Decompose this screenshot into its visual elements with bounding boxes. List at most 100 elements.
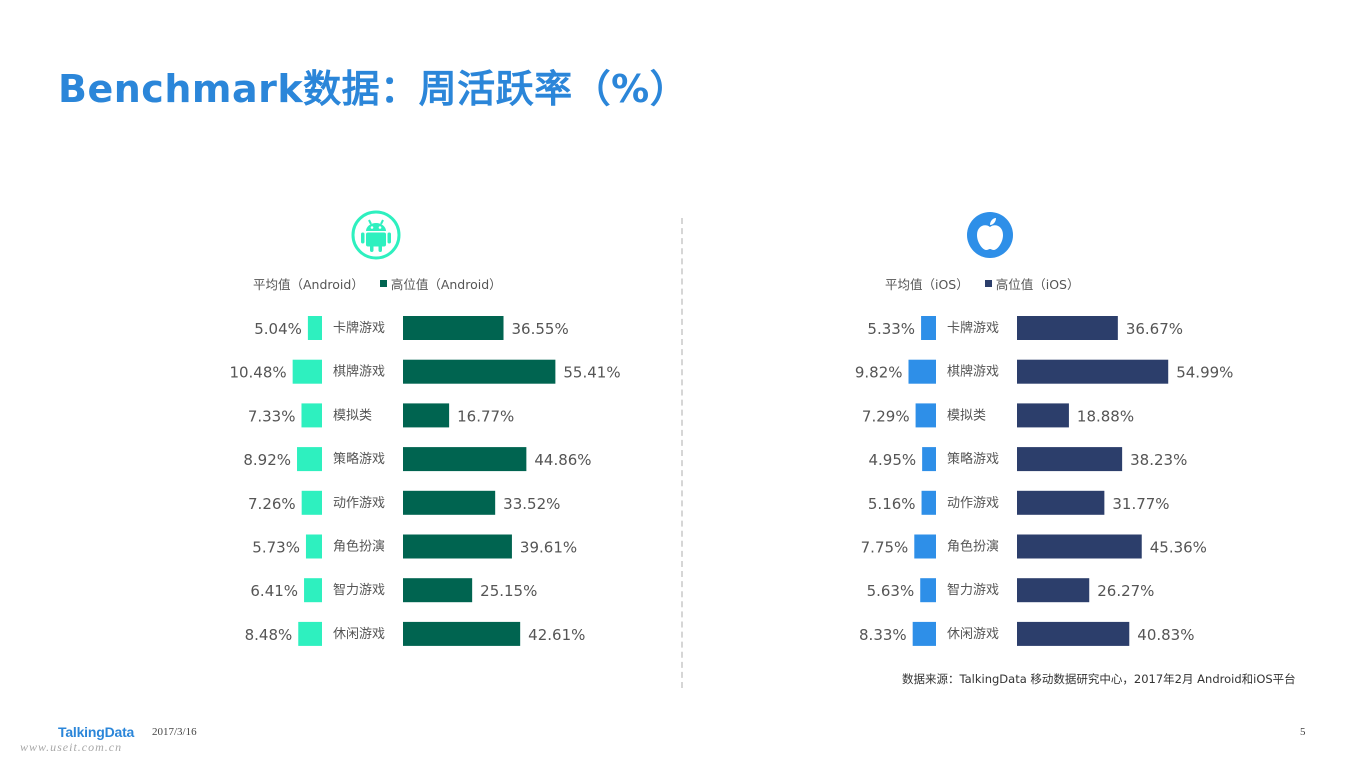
ios-high-bar [1017,534,1142,559]
android-avg-label: 6.41% [250,582,298,600]
ios-avg-bar [912,621,936,646]
ios-high-bar [1017,359,1169,384]
android-high-bar [403,490,496,515]
android-high-label: 16.77% [457,407,514,425]
ios-category-label: 动作游戏 [947,496,999,511]
ios-category-label: 策略游戏 [947,451,999,467]
legend-swatch [379,280,387,287]
page-number: 5 [1300,726,1306,738]
android-avg-label: 10.48% [229,364,286,382]
ios-avg-bar [915,403,936,428]
ios-legend: 平均值（iOS） 高位值（iOS） [885,274,1096,293]
android-icon [351,210,401,260]
ios-high-label: 54.99% [1176,364,1233,382]
android-avg-bar [304,578,322,603]
ios-avg-bar [914,534,936,559]
legend-item-android-avg: 平均值（Android） [253,274,364,293]
ios-high-bar [1017,316,1118,340]
android-avg-bar [305,534,322,559]
legend-label: 高位值（iOS） [995,277,1080,292]
android-high-bar [403,316,504,340]
android-high-label: 36.55% [512,320,569,338]
ios-avg-label: 8.33% [859,626,907,644]
ios-avg-bar [908,359,936,384]
ios-high-label: 36.67% [1126,320,1183,338]
ios-high-bar [1017,403,1069,428]
android-avg-label: 7.33% [248,407,296,425]
ios-category-label: 休闲游戏 [947,627,999,642]
page-title: Benchmark数据：周活跃率（%） [58,67,689,111]
ios-category-label: 棋牌游戏 [947,364,999,380]
legend-label: 高位值（Android） [390,277,502,292]
android-avg-bar [307,316,322,340]
ios-high-bar [1017,447,1123,472]
android-high-label: 25.15% [480,582,537,600]
ios-avg-bar [921,490,936,515]
ios-avg-label: 7.75% [861,539,909,557]
ios-category-label: 卡牌游戏 [947,320,999,336]
android-category-label: 策略游戏 [333,451,385,467]
ios-avg-bar [922,447,936,472]
android-high-label: 42.61% [528,626,585,644]
android-avg-label: 7.26% [248,495,296,513]
ios-high-bar [1017,490,1105,515]
ios-avg-label: 4.95% [868,451,916,469]
ios-panel: 平均值（iOS） 高位值（iOS） 5.33% 卡牌游戏 36.67% 9.82% 棋牌… [682,200,1342,700]
android-bar-chart: 5.04% 卡牌游戏 36.55% 10.48% 棋牌游戏 55.41% 7.33% 模拟类 1… [229,316,621,646]
legend-swatch [984,280,992,287]
watermark: www.useit.com.cn [20,740,123,754]
android-category-label: 模拟类 [333,408,372,423]
android-high-bar [403,403,450,428]
ios-high-label: 40.83% [1137,626,1194,644]
android-category-label: 动作游戏 [333,496,385,511]
android-avg-label: 8.92% [243,451,291,469]
android-high-label: 39.61% [520,539,577,557]
android-high-bar [403,359,556,384]
android-high-label: 55.41% [563,364,620,382]
ios-high-bar [1017,621,1130,646]
android-high-label: 44.86% [534,451,591,469]
ios-high-label: 31.77% [1112,495,1169,513]
android-category-label: 角色扮演 [333,539,385,555]
ios-avg-label: 7.29% [862,407,910,425]
android-high-bar [403,578,473,603]
ios-avg-label: 5.63% [867,582,915,600]
panel-divider [681,218,683,688]
ios-high-bar [1017,578,1090,603]
android-avg-bar [297,447,322,472]
android-high-bar [403,621,521,646]
ios-avg-label: 5.16% [868,495,916,513]
android-high-bar [403,447,527,472]
footer-logo: TalkingData [58,724,135,740]
legend-label: 平均值（iOS） [885,277,969,292]
apple-icon [967,212,1013,258]
footer-date: 2017/3/16 [152,726,197,738]
android-panel: 平均值（Android） 高位值（Android） 5.04% 卡牌游戏 36.55… [0,200,660,700]
android-avg-bar [292,359,322,384]
ios-high-label: 38.23% [1130,451,1187,469]
android-avg-bar [301,403,322,428]
ios-category-label: 智力游戏 [947,583,999,598]
android-category-label: 智力游戏 [333,583,385,598]
ios-avg-label: 5.33% [867,320,915,338]
android-avg-label: 8.48% [245,626,293,644]
ios-avg-bar [921,316,936,340]
legend-item-ios-high: 高位值（iOS） [984,274,1080,293]
data-source-note: 数据来源：TalkingData 移动数据研究中心，2017年2月 Androi… [902,672,1296,686]
android-category-label: 休闲游戏 [333,627,385,642]
ios-avg-bar [920,578,936,603]
ios-category-label: 角色扮演 [947,539,999,555]
legend-item-android-high: 高位值（Android） [379,274,502,293]
ios-high-label: 18.88% [1077,407,1134,425]
ios-high-label: 45.36% [1150,539,1207,557]
ios-bar-chart: 5.33% 卡牌游戏 36.67% 9.82% 棋牌游戏 54.99% 7.29% 模拟类 18… [855,316,1233,646]
android-avg-bar [298,621,322,646]
android-high-bar [403,534,512,559]
android-avg-label: 5.04% [254,320,302,338]
android-avg-label: 5.73% [252,539,300,557]
android-legend: 平均值（Android） 高位值（Android） [253,274,518,293]
legend-label: 平均值（Android） [253,277,364,292]
ios-category-label: 模拟类 [947,408,986,423]
legend-item-ios-avg: 平均值（iOS） [885,274,969,293]
android-avg-bar [301,490,322,515]
